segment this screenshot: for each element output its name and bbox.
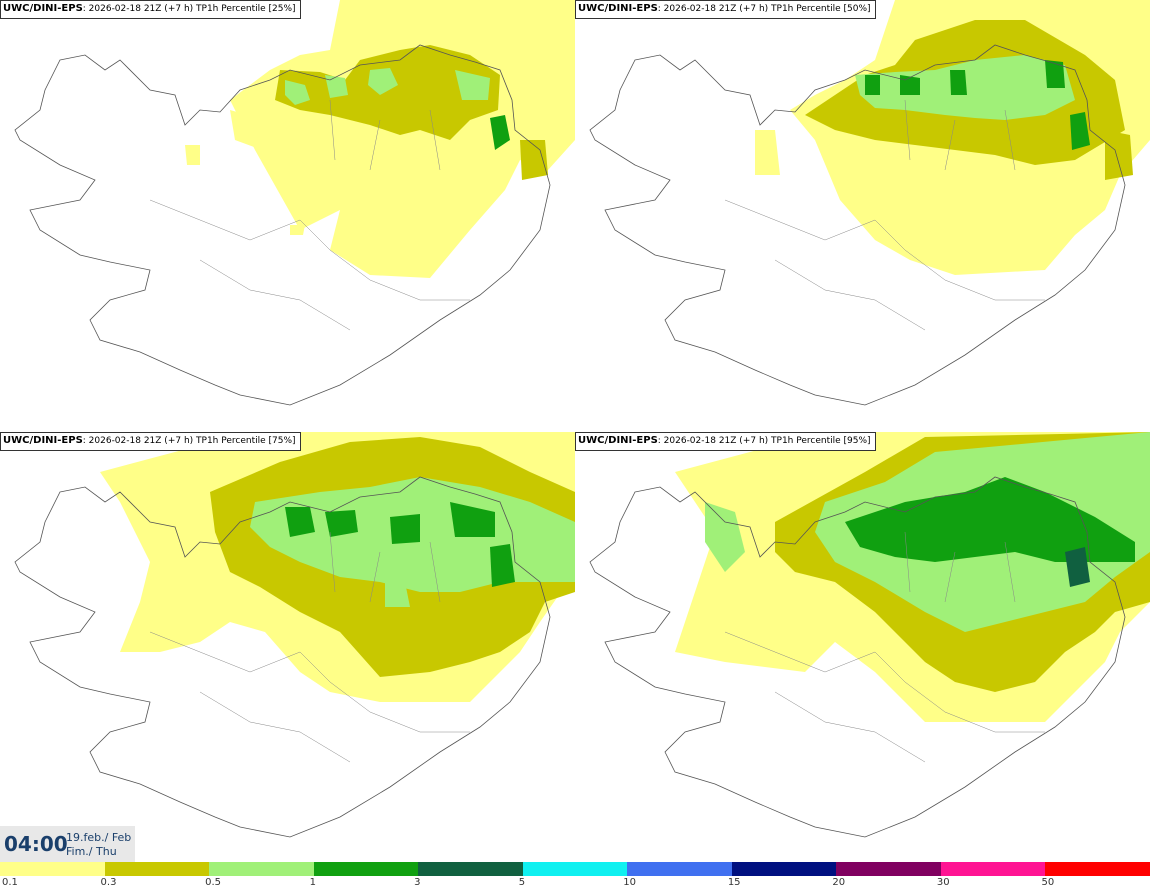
legend-swatch xyxy=(313,862,419,876)
coastline xyxy=(14,476,551,838)
legend-tick-label: 15 xyxy=(727,877,741,888)
panel-title: UWC/DINI-EPS: 2026-02-18 21Z (+7 h) TP1h… xyxy=(0,0,301,19)
precip-map-p95 xyxy=(675,432,1150,722)
legend-tick-label: 10 xyxy=(623,877,636,888)
timestamp-box: 04:00 19.feb./ Feb Fim./ Thu xyxy=(0,826,135,862)
color-legend-bar xyxy=(0,862,1150,876)
panel-title: UWC/DINI-EPS: 2026-02-18 21Z (+7 h) TP1h… xyxy=(575,432,876,451)
legend-swatch xyxy=(0,862,105,876)
legend-tick-label: 0.1 xyxy=(2,877,18,888)
legend-swatch xyxy=(836,862,941,876)
map-panel-p25: UWC/DINI-EPS: 2026-02-18 21Z (+7 h) TP1h… xyxy=(0,0,575,430)
color-legend-ticks: 0.1 0.3 0.5 1 3 5 10 15 20 30 50 xyxy=(0,877,1150,891)
map-panel-p50: UWC/DINI-EPS: 2026-02-18 21Z (+7 h) TP1h… xyxy=(575,0,1150,430)
legend-tick-label: 20 xyxy=(832,877,846,888)
legend-swatch xyxy=(418,862,523,876)
legend-tick-label: 5 xyxy=(518,877,526,888)
legend-swatch xyxy=(731,862,837,876)
legend-swatch xyxy=(1045,862,1150,876)
legend-swatch xyxy=(522,862,628,876)
coastline xyxy=(589,476,1126,838)
coastline xyxy=(589,44,1126,406)
precip-map-p25 xyxy=(185,0,575,278)
legend-tick-label: 0.3 xyxy=(100,877,117,888)
time-label: 04:00 xyxy=(4,832,68,856)
legend-swatch xyxy=(209,862,314,876)
legend-tick-label: 50 xyxy=(1041,877,1055,888)
panel-title: UWC/DINI-EPS: 2026-02-18 21Z (+7 h) TP1h… xyxy=(0,432,301,451)
legend-swatch xyxy=(627,862,732,876)
legend-tick-label: 30 xyxy=(936,877,950,888)
legend-tick-label: 0.5 xyxy=(205,877,221,888)
legend-tick-label: 1 xyxy=(309,877,316,888)
map-panel-p75: UWC/DINI-EPS: 2026-02-18 21Z (+7 h) TP1h… xyxy=(0,432,575,862)
date-line-1: 19.feb./ Feb xyxy=(66,831,132,844)
coastline xyxy=(14,44,551,406)
map-panel-p95: UWC/DINI-EPS: 2026-02-18 21Z (+7 h) TP1h… xyxy=(575,432,1150,862)
date-line-2: Fim./ Thu xyxy=(66,845,117,858)
panel-title: UWC/DINI-EPS: 2026-02-18 21Z (+7 h) TP1h… xyxy=(575,0,876,19)
legend-swatch xyxy=(104,862,210,876)
legend-swatch xyxy=(940,862,1046,876)
legend-tick-label: 3 xyxy=(414,877,421,888)
precip-map-p50 xyxy=(755,0,1150,275)
